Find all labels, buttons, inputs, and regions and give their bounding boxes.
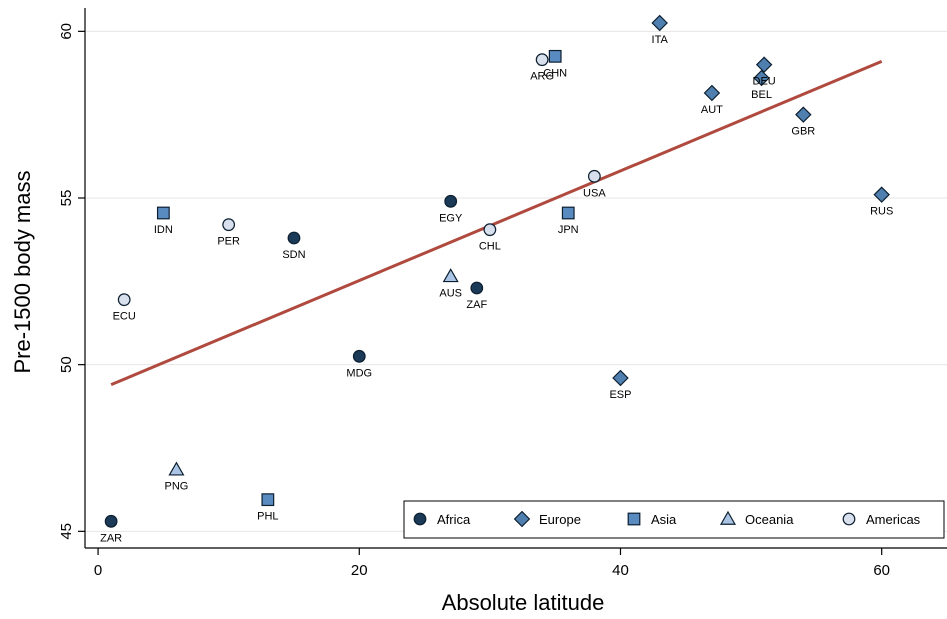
point-idn [156,206,170,220]
y-tick-label: 45 [58,523,75,540]
point-label-bel: BEL [751,89,772,101]
y-tick-label: 60 [58,23,75,40]
point-label-phl: PHL [257,511,278,523]
point-per [222,218,236,232]
y-axis-title: Pre-1500 body mass [10,171,35,374]
point-arg [535,53,549,67]
x-tick-label: 20 [351,562,368,579]
point-png [168,461,185,476]
fit-line [110,59,883,387]
point-label-egy: EGY [439,212,463,224]
legend: Africa Europe Asia Oceania Americas [403,500,945,539]
y-tick-label: 55 [58,190,75,207]
point-chl [483,223,497,237]
point-label-sdn: SDN [282,249,305,261]
point-label-ita: ITA [652,34,669,46]
point-jpn [561,206,575,220]
point-egy [444,194,458,208]
point-usa [587,169,601,183]
point-label-zaf: ZAF [466,299,487,311]
x-tick-label: 0 [94,562,102,579]
point-label-jpn: JPN [558,224,579,236]
point-label-aus: AUS [439,287,462,299]
point-label-ecu: ECU [113,311,136,323]
axis-ticks: 0 20 40 60 45 50 55 60 [58,23,890,579]
point-esp [612,369,629,387]
point-label-arg: ARG [530,71,554,83]
point-label-gbr: GBR [791,126,815,138]
point-label-png: PNG [165,481,189,493]
legend-label-europe: Europe [539,512,581,527]
legend-label-americas: Americas [866,512,921,527]
point-label-per: PER [217,236,240,248]
legend-marker-americas [842,512,856,526]
legend-label-africa: Africa [437,512,471,527]
point-sdn [287,231,301,245]
fit-line-layer [110,59,883,387]
point-zar [104,514,118,528]
x-axis-title: Absolute latitude [442,590,605,615]
point-aut [703,84,721,102]
point-label-chl: CHL [479,241,501,253]
point-label-idn: IDN [154,224,173,236]
point-deu [755,56,773,73]
grid-lines [85,30,947,532]
legend-marker-asia [627,512,641,526]
point-label-zar: ZAR [100,532,122,544]
point-ecu [117,293,131,307]
legend-marker-africa [413,512,427,526]
legend-label-oceania: Oceania [745,512,794,527]
points-layer [104,14,890,528]
y-tick-label: 50 [58,356,75,373]
point-label-aut: AUT [701,104,723,116]
point-rus [873,186,890,203]
legend-label-asia: Asia [651,512,677,527]
x-tick-label: 40 [612,562,629,579]
point-mdg [352,349,366,363]
point-label-usa: USA [583,187,606,199]
point-label-rus: RUS [870,206,893,218]
point-chn [548,49,562,63]
point-label-deu: DEU [753,76,776,88]
point-bel [753,69,770,87]
point-aus [442,268,459,283]
legend-items: Africa Europe Asia Oceania Americas [413,510,921,528]
axes [84,8,947,549]
point-gbr [795,106,812,123]
point-ita [651,14,668,32]
legend-marker-oceania [719,510,737,525]
point-label-esp: ESP [609,389,631,401]
point-zaf [470,281,484,295]
legend-marker-europe [513,510,531,528]
point-label-chn: CHN [543,67,567,79]
x-tick-label: 60 [873,562,890,579]
point-phl [261,493,275,507]
point-label-mdg: MDG [346,367,372,379]
